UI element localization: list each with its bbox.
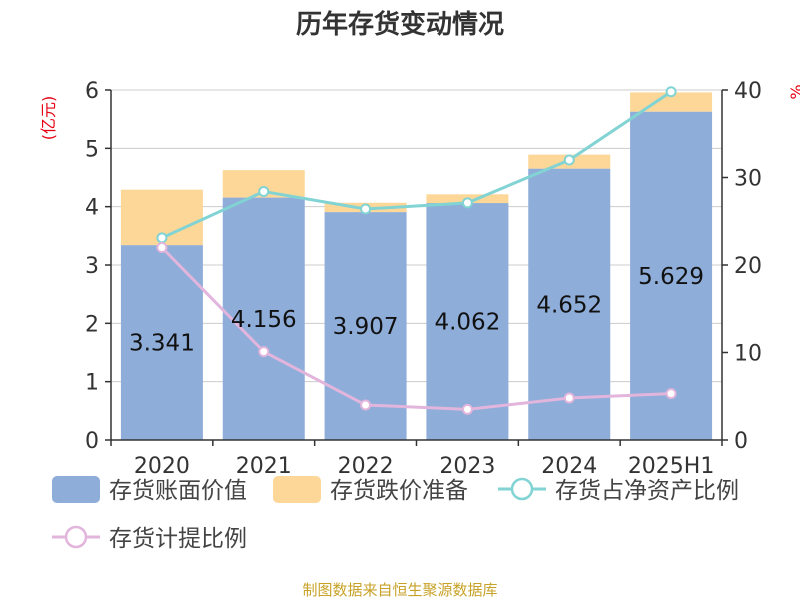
- bars: [120, 92, 713, 441]
- axes: 0 1 2 3 4 5 6 0 10 20 30 40 2020 2021 2022 2023 2024 2025…: [85, 79, 762, 479]
- x-tick-label: 2024: [541, 454, 597, 479]
- legend-swatch: [273, 476, 321, 503]
- bar-data-label: 4.156: [231, 307, 297, 333]
- bar-data-label: 5.629: [638, 264, 704, 290]
- grid-lines: [111, 89, 722, 383]
- point-net-asset-ratio: [461, 197, 473, 209]
- bar-inventory-value: [426, 203, 509, 440]
- right-tick-label: 40: [734, 79, 762, 104]
- legend-label: 存货跌价准备: [330, 478, 468, 504]
- right-axis-unit: %: [787, 84, 800, 99]
- point-net-asset-ratio: [665, 86, 677, 98]
- legend-label: 存货账面价值: [109, 478, 247, 504]
- x-tick-label: 2023: [439, 454, 495, 479]
- legend-label: 存货计提比例: [109, 526, 247, 552]
- source-note: 制图数据来自恒生聚源数据库: [302, 581, 497, 599]
- point-net-asset-ratio: [258, 186, 270, 197]
- legend-label: 存货占净资产比例: [555, 478, 739, 504]
- left-tick-label: 0: [85, 429, 99, 454]
- right-tick-label: 20: [734, 254, 762, 279]
- legend-swatch: [52, 476, 100, 503]
- left-tick-label: 3: [85, 254, 99, 279]
- point-provision-ratio: [156, 242, 168, 253]
- point-provision-ratio: [258, 346, 270, 358]
- x-tick-label: 2021: [236, 454, 292, 479]
- line-net-asset-ratio: [161, 90, 672, 240]
- right-tick-label: 0: [734, 429, 748, 454]
- bar-data-label: 3.907: [333, 314, 399, 340]
- bar-data-label: 3.341: [129, 331, 195, 357]
- bar-data-label: 4.652: [536, 292, 602, 318]
- lines: [156, 86, 677, 415]
- chart-title: 历年存货变动情况: [296, 9, 504, 40]
- left-tick-label: 1: [85, 371, 99, 396]
- right-tick-label: 30: [734, 167, 762, 192]
- x-tick-label: 2022: [338, 454, 394, 479]
- left-axis-unit: (亿元): [39, 96, 58, 141]
- left-tick-label: 4: [85, 196, 99, 221]
- point-provision-ratio: [665, 388, 677, 400]
- point-net-asset-ratio: [563, 154, 575, 166]
- point-net-asset-ratio: [156, 232, 168, 244]
- right-tick-label: 10: [734, 342, 762, 367]
- x-tick-label: 2020: [134, 454, 190, 479]
- legend-marker: [510, 477, 534, 501]
- point-net-asset-ratio: [360, 203, 372, 215]
- point-provision-ratio: [360, 399, 372, 411]
- left-tick-label: 5: [85, 137, 99, 162]
- data-labels: 3.341 4.156 3.907 4.062 4.652 5.629: [129, 264, 704, 357]
- left-tick-label: 2: [85, 312, 99, 337]
- bar-data-label: 4.062: [434, 310, 500, 336]
- bar-inventory-value: [630, 111, 713, 441]
- line-provision-ratio: [160, 246, 672, 411]
- x-tick-label: 2025H1: [628, 454, 715, 479]
- bar-inventory-value: [222, 197, 305, 440]
- point-provision-ratio: [461, 403, 473, 415]
- point-provision-ratio: [563, 392, 575, 404]
- left-tick-label: 6: [85, 79, 99, 104]
- legend-marker: [64, 525, 88, 549]
